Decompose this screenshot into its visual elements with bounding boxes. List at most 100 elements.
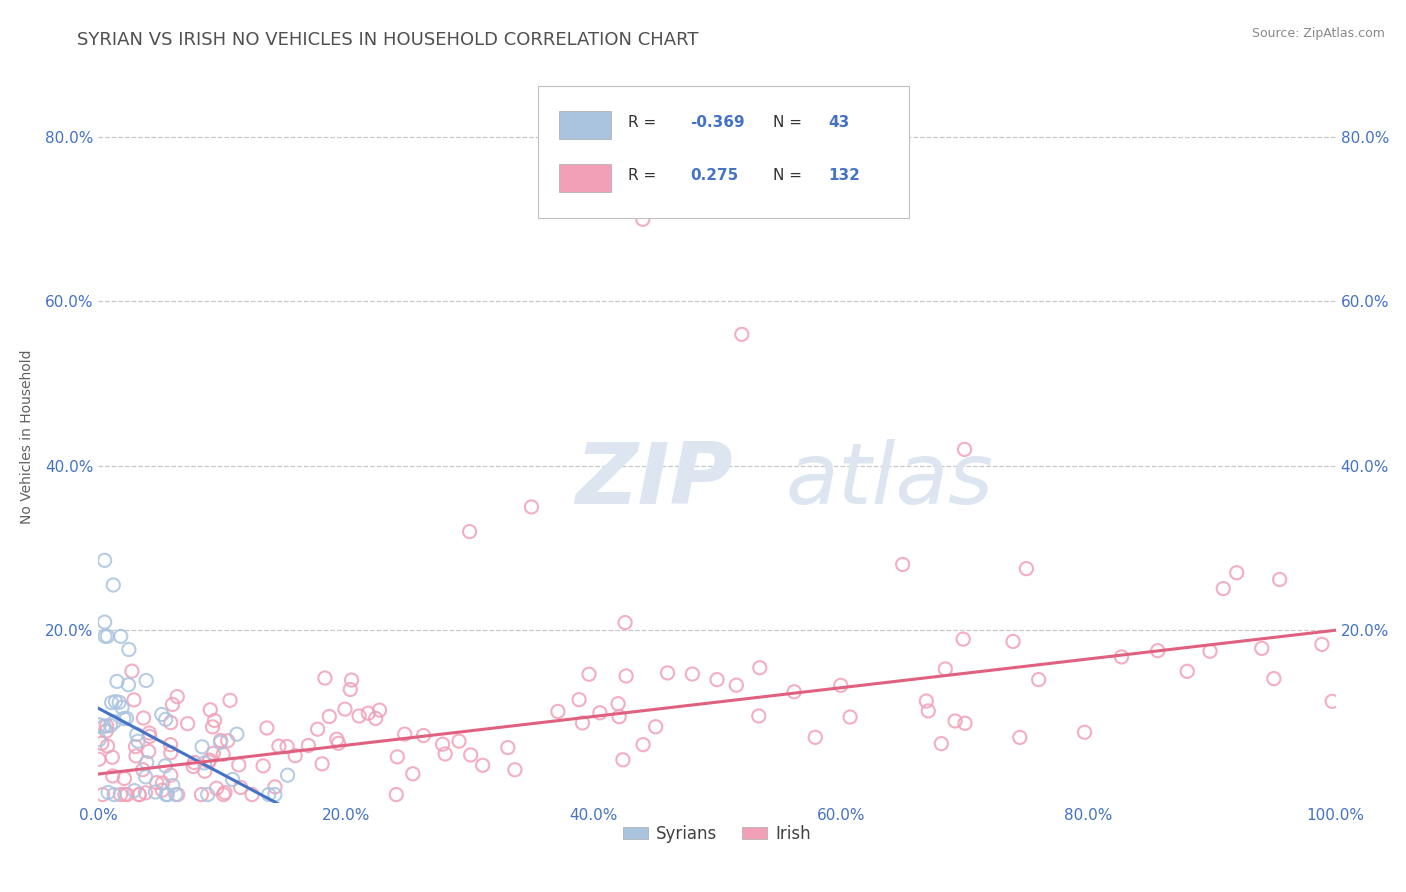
Point bbox=[101, 750, 124, 764]
Point bbox=[159, 715, 181, 730]
Point bbox=[135, 756, 157, 770]
Point bbox=[97, 785, 120, 799]
Point bbox=[152, 776, 174, 790]
Point bbox=[364, 711, 387, 725]
Point bbox=[589, 706, 612, 720]
Point bbox=[159, 768, 181, 782]
Point bbox=[103, 714, 125, 729]
Point bbox=[197, 755, 219, 769]
Point bbox=[159, 738, 181, 752]
Text: 43: 43 bbox=[828, 115, 849, 130]
Point bbox=[117, 678, 139, 692]
Text: -0.369: -0.369 bbox=[690, 115, 744, 130]
Point bbox=[1015, 561, 1038, 575]
Point bbox=[156, 788, 179, 802]
Point bbox=[202, 747, 225, 761]
Point bbox=[128, 788, 150, 802]
Point bbox=[110, 788, 132, 802]
Point bbox=[93, 615, 115, 629]
Point bbox=[1263, 672, 1285, 686]
Point bbox=[87, 752, 110, 766]
Point bbox=[547, 705, 569, 719]
Point bbox=[155, 788, 177, 802]
Point bbox=[150, 707, 173, 722]
Point bbox=[212, 788, 235, 802]
Point bbox=[1320, 694, 1343, 708]
Point bbox=[103, 578, 125, 592]
Text: Source: ZipAtlas.com: Source: ZipAtlas.com bbox=[1251, 27, 1385, 40]
Point bbox=[943, 714, 966, 728]
Point bbox=[385, 788, 408, 802]
Point bbox=[150, 783, 173, 797]
Point bbox=[121, 664, 143, 678]
Point bbox=[100, 696, 122, 710]
Point bbox=[891, 558, 914, 572]
Point bbox=[284, 748, 307, 763]
Point bbox=[256, 721, 278, 735]
Point bbox=[155, 712, 177, 726]
Point bbox=[91, 788, 114, 802]
Point bbox=[447, 734, 470, 748]
Point bbox=[104, 695, 127, 709]
Point bbox=[193, 756, 215, 770]
Point bbox=[571, 715, 593, 730]
Point bbox=[125, 727, 148, 741]
Text: N =: N = bbox=[773, 169, 807, 184]
Point bbox=[953, 442, 976, 457]
Point bbox=[96, 629, 118, 643]
Point bbox=[264, 788, 287, 802]
Point bbox=[347, 709, 370, 723]
Point bbox=[318, 709, 340, 723]
Point bbox=[145, 775, 167, 789]
Point bbox=[1008, 731, 1031, 745]
Point bbox=[204, 714, 226, 728]
Point bbox=[162, 779, 184, 793]
Point bbox=[205, 781, 228, 796]
Text: 132: 132 bbox=[828, 169, 860, 184]
Point bbox=[681, 667, 703, 681]
Point bbox=[328, 736, 350, 750]
Text: 0.275: 0.275 bbox=[690, 169, 738, 184]
Point bbox=[111, 700, 134, 714]
Point bbox=[166, 690, 188, 704]
Text: atlas: atlas bbox=[785, 440, 993, 523]
Point bbox=[135, 770, 157, 784]
Point bbox=[165, 788, 187, 802]
Bar bbox=[558, 164, 610, 192]
Point bbox=[128, 788, 150, 802]
Point bbox=[240, 788, 263, 802]
Point bbox=[132, 711, 155, 725]
Point bbox=[934, 662, 956, 676]
Point bbox=[115, 711, 138, 725]
Text: N =: N = bbox=[773, 115, 807, 130]
Point bbox=[1310, 637, 1333, 651]
Text: SYRIAN VS IRISH NO VEHICLES IN HOUSEHOLD CORRELATION CHART: SYRIAN VS IRISH NO VEHICLES IN HOUSEHOLD… bbox=[77, 31, 699, 49]
Point bbox=[839, 710, 862, 724]
Point bbox=[183, 756, 205, 770]
Point bbox=[748, 661, 770, 675]
Point bbox=[103, 788, 125, 802]
Point bbox=[1212, 582, 1234, 596]
Y-axis label: No Vehicles in Household: No Vehicles in Household bbox=[20, 350, 34, 524]
Point bbox=[127, 734, 149, 748]
Point bbox=[209, 735, 232, 749]
Point bbox=[644, 720, 666, 734]
Point bbox=[830, 678, 852, 692]
FancyBboxPatch shape bbox=[537, 86, 908, 218]
Point bbox=[607, 709, 630, 723]
Point bbox=[221, 772, 243, 787]
Point bbox=[124, 739, 146, 754]
Point bbox=[804, 731, 827, 745]
Point bbox=[311, 756, 333, 771]
Point bbox=[138, 726, 160, 740]
Point bbox=[503, 763, 526, 777]
Point bbox=[731, 327, 754, 342]
Point bbox=[114, 788, 136, 802]
Point bbox=[191, 739, 214, 754]
Point bbox=[200, 703, 222, 717]
Point bbox=[212, 747, 235, 762]
Point bbox=[471, 758, 494, 772]
Point bbox=[394, 727, 416, 741]
Bar bbox=[558, 111, 610, 138]
Point bbox=[276, 739, 298, 754]
